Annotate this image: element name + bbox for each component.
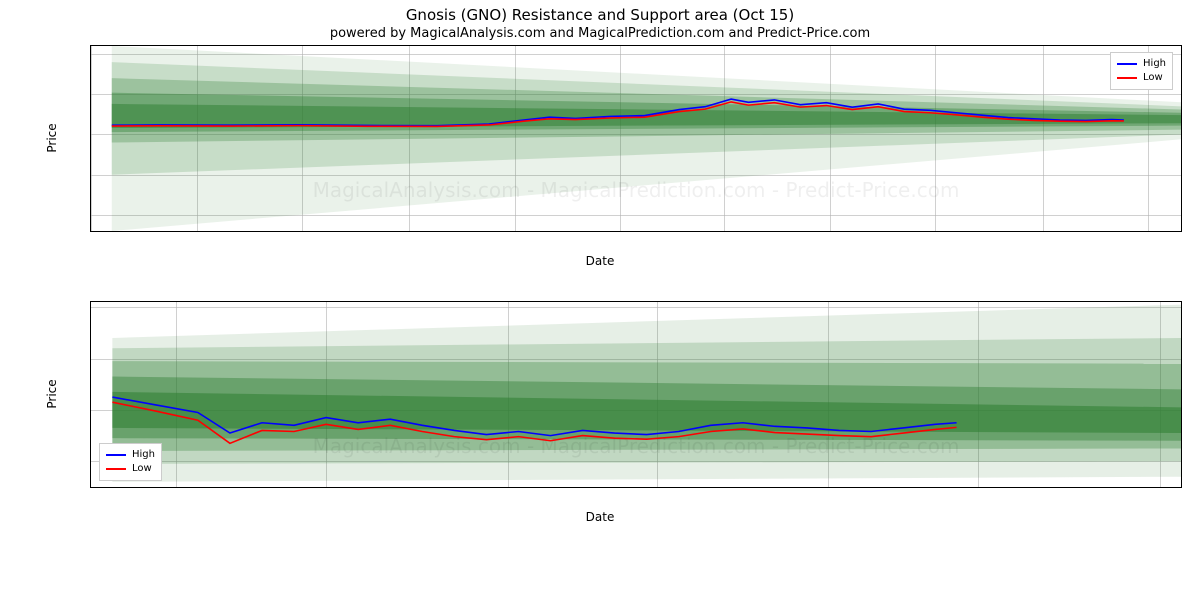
top-chart-panel: −1000−500050010002023-032023-052023-0720… <box>15 45 1185 283</box>
xtick-label: 2024-10-15 <box>949 487 1007 488</box>
chart-title: Gnosis (GNO) Resistance and Support area… <box>0 0 1200 24</box>
xtick-label: 2024-01 <box>600 231 642 232</box>
bottom-xlabel: Date <box>15 510 1185 524</box>
xtick-label: 2023-07 <box>281 231 323 232</box>
price-lines-layer <box>91 302 1181 487</box>
xtick-label: 2023-05 <box>176 231 218 232</box>
high-price-line <box>112 99 1124 126</box>
legend-item: High <box>1117 57 1166 71</box>
legend-item: High <box>106 448 155 462</box>
xtick-label: 2024-10-01 <box>799 487 857 488</box>
legend-label: Low <box>1143 71 1163 85</box>
xtick-label: 2024-03 <box>703 231 745 232</box>
legend-swatch <box>1117 77 1137 79</box>
xtick-label: 2024-09 <box>1022 231 1064 232</box>
legend: HighLow <box>99 443 162 481</box>
bottom-plot-area: 1002003004002024-08-012024-08-152024-09-… <box>90 301 1182 488</box>
legend-swatch <box>106 454 126 456</box>
legend-item: Low <box>106 462 155 476</box>
legend-label: High <box>1143 57 1166 71</box>
top-xlabel: Date <box>15 254 1185 268</box>
top-ylabel: Price <box>45 123 59 152</box>
legend-item: Low <box>1117 71 1166 85</box>
xtick-label: 2024-05 <box>809 231 851 232</box>
legend-label: High <box>132 448 155 462</box>
low-price-line <box>112 402 956 443</box>
legend-swatch <box>106 468 126 470</box>
legend-label: Low <box>132 462 152 476</box>
xtick-label: 2024-07 <box>914 231 956 232</box>
chart-subtitle: powered by MagicalAnalysis.com and Magic… <box>0 24 1200 45</box>
legend-swatch <box>1117 63 1137 65</box>
xtick-label: 2024-11 <box>1127 231 1169 232</box>
xtick-label: 2024-08-15 <box>297 487 355 488</box>
xtick-label: 2023-03 <box>90 231 112 232</box>
high-price-line <box>112 397 956 436</box>
price-lines-layer <box>91 46 1181 231</box>
legend: HighLow <box>1110 52 1173 90</box>
top-plot-area: −1000−500050010002023-032023-052023-0720… <box>90 45 1182 232</box>
xtick-label: 2024-09-15 <box>628 487 686 488</box>
xtick-label: 2023-11 <box>494 231 536 232</box>
xtick-label: 2024-08-01 <box>147 487 205 488</box>
bottom-ylabel: Price <box>45 379 59 408</box>
xtick-label: 2024-09-01 <box>479 487 537 488</box>
bottom-chart-panel: 1002003004002024-08-012024-08-152024-09-… <box>15 301 1185 539</box>
chart-container: Gnosis (GNO) Resistance and Support area… <box>0 0 1200 600</box>
xtick-label: 2024-11-01 <box>1131 487 1182 488</box>
xtick-label: 2023-09 <box>388 231 430 232</box>
